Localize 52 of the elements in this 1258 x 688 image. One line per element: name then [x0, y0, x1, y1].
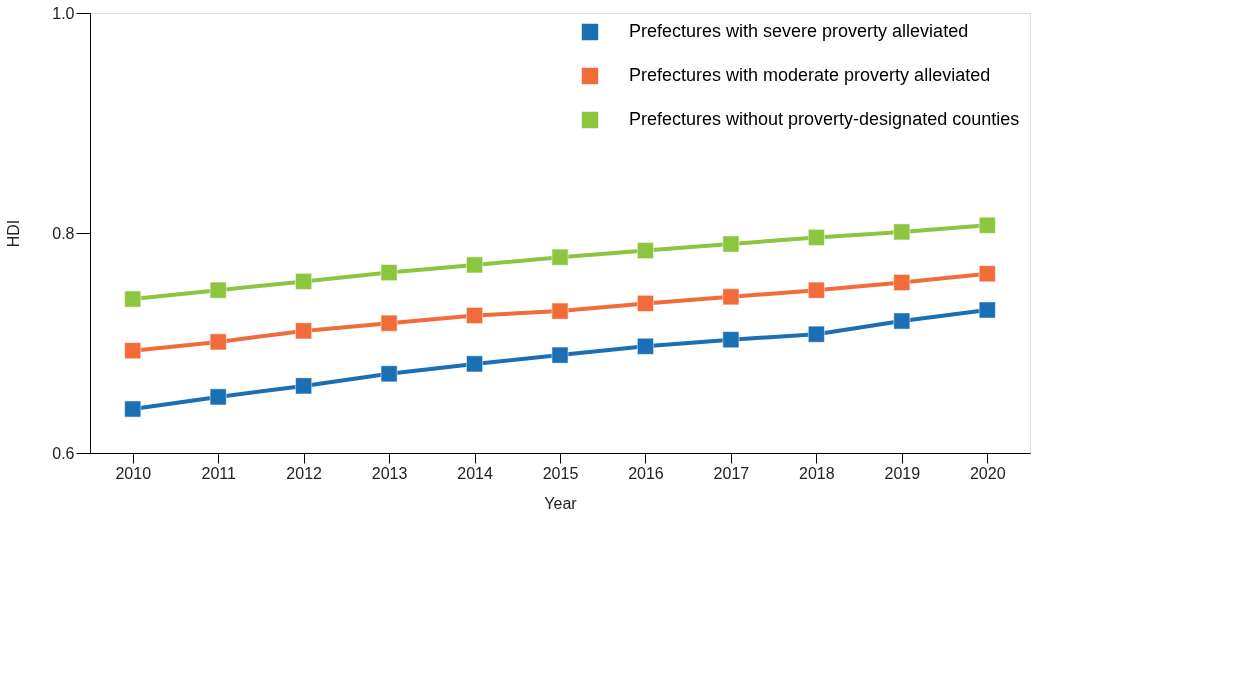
x-tick-label: 2019	[884, 464, 921, 482]
point	[808, 325, 825, 343]
point	[893, 312, 911, 330]
point	[380, 264, 398, 281]
point	[637, 337, 654, 355]
x-tick-label: 2017	[713, 464, 750, 482]
point	[380, 365, 398, 383]
point	[637, 295, 654, 312]
x-tick-label: 2018	[799, 464, 835, 482]
point	[466, 307, 483, 324]
x-tick-label: 2020	[969, 464, 1006, 482]
y-tick-label: 1.0	[52, 4, 75, 22]
x-tick-label: 2014	[457, 464, 493, 482]
x-tick-label: 2013	[371, 464, 408, 482]
point	[209, 333, 227, 351]
point	[466, 355, 483, 373]
point	[978, 301, 996, 319]
point	[124, 290, 142, 308]
legend-label: Prefectures without proverty-designated counties	[629, 109, 1020, 129]
x-tick-label: 2010	[115, 464, 152, 482]
x-tick-label: 2012	[286, 464, 323, 482]
point	[124, 400, 142, 418]
y-axis-title: HDI	[5, 219, 23, 248]
point	[893, 274, 911, 291]
legend-label: Prefectures with severe proverty alleviated	[629, 21, 969, 41]
point	[124, 342, 142, 360]
point	[209, 281, 227, 299]
point	[380, 314, 398, 332]
y-tick-label: 0.8	[52, 224, 75, 242]
point	[722, 331, 740, 349]
point	[893, 223, 911, 241]
point	[551, 302, 569, 320]
point	[808, 281, 825, 299]
point	[295, 273, 312, 290]
point	[295, 322, 312, 340]
x-tick-label: 2016	[628, 464, 664, 482]
point	[295, 377, 312, 395]
point	[551, 248, 569, 266]
point	[978, 265, 996, 283]
point	[637, 242, 654, 259]
y-tick-label: 0.6	[52, 444, 75, 462]
point	[722, 235, 740, 253]
point	[722, 288, 740, 306]
x-tick-label: 2015	[542, 464, 579, 482]
x-axis-title: Year	[544, 494, 578, 512]
point	[978, 216, 996, 234]
point	[466, 256, 483, 274]
point	[209, 388, 227, 406]
x-tick-label: 2011	[201, 464, 236, 482]
point	[808, 229, 825, 246]
point	[551, 346, 569, 364]
legend-label: Prefectures with moderate proverty alleviated	[629, 65, 991, 85]
